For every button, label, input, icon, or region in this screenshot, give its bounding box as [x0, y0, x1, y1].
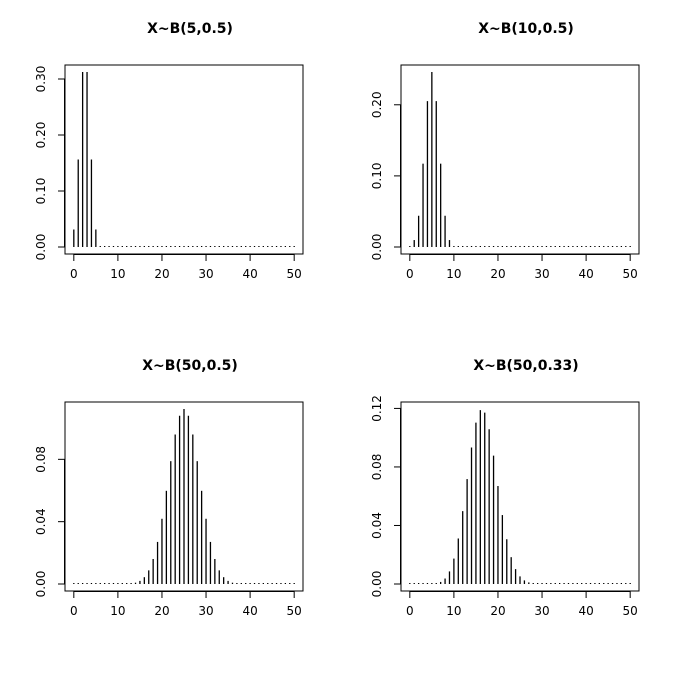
x-tick-label: 50 — [623, 267, 638, 281]
plot-frame — [400, 401, 640, 592]
y-tick-label: 0.30 — [34, 66, 48, 93]
y-tick-label: 0.20 — [34, 122, 48, 149]
chart-title: X~B(50,0.33) — [473, 358, 578, 374]
chart-title: X~B(5,0.5) — [147, 21, 233, 37]
x-tick-label: 10 — [446, 604, 461, 618]
x-tick-label: 20 — [154, 604, 169, 618]
panel-1: X~B(5,0.5) 0 10 20 30 40 50 0.00 0.10 0.20 0.30 — [34, 21, 304, 281]
x-tick-label: 20 — [490, 604, 505, 618]
y-tick-label: 0.10 — [370, 163, 384, 190]
plot-frame — [64, 64, 304, 255]
y-tick-label: 0.20 — [370, 91, 384, 118]
x-tick-label: 50 — [287, 267, 302, 281]
x-tick-label: 10 — [110, 267, 125, 281]
y-tick-label: 0.08 — [370, 454, 384, 481]
x-tick-label: 40 — [242, 267, 257, 281]
x-tick-label: 0 — [70, 604, 78, 618]
x-tick-label: 50 — [623, 604, 638, 618]
y-tick-label: 0.00 — [370, 571, 384, 598]
x-tick-label: 10 — [110, 604, 125, 618]
y-tick-label: 0.08 — [34, 446, 48, 473]
x-tick-label: 40 — [578, 604, 593, 618]
x-tick-label: 20 — [154, 267, 169, 281]
panel-4: X~B(50,0.33) 0 10 20 30 40 50 0.00 0.04 0.08 0.12 — [370, 358, 640, 618]
x-tick-label: 30 — [198, 267, 213, 281]
x-tick-label: 50 — [287, 604, 302, 618]
y-tick-label: 0.04 — [34, 508, 48, 535]
x-tick-label: 40 — [578, 267, 593, 281]
chart-title: X~B(50,0.5) — [142, 358, 238, 374]
panel-2: X~B(10,0.5) 0 10 20 30 40 50 0.00 0.10 0.20 — [370, 21, 640, 281]
x-tick-label: 10 — [446, 267, 461, 281]
x-tick-label: 0 — [406, 267, 414, 281]
x-tick-label: 20 — [490, 267, 505, 281]
y-tick-label: 0.00 — [34, 571, 48, 598]
x-tick-label: 30 — [534, 604, 549, 618]
x-tick-label: 0 — [406, 604, 414, 618]
x-tick-label: 30 — [198, 604, 213, 618]
chart-title: X~B(10,0.5) — [478, 21, 574, 37]
y-tick-label: 0.00 — [370, 234, 384, 261]
panel-3: X~B(50,0.5) 0 10 20 30 40 50 0.00 0.04 0.08 — [34, 358, 304, 618]
x-tick-label: 0 — [70, 267, 78, 281]
y-tick-label: 0.10 — [34, 178, 48, 205]
y-tick-label: 0.12 — [370, 395, 384, 422]
y-tick-label: 0.04 — [370, 512, 384, 539]
y-tick-label: 0.00 — [34, 234, 48, 261]
x-tick-label: 30 — [534, 267, 549, 281]
x-tick-label: 40 — [242, 604, 257, 618]
